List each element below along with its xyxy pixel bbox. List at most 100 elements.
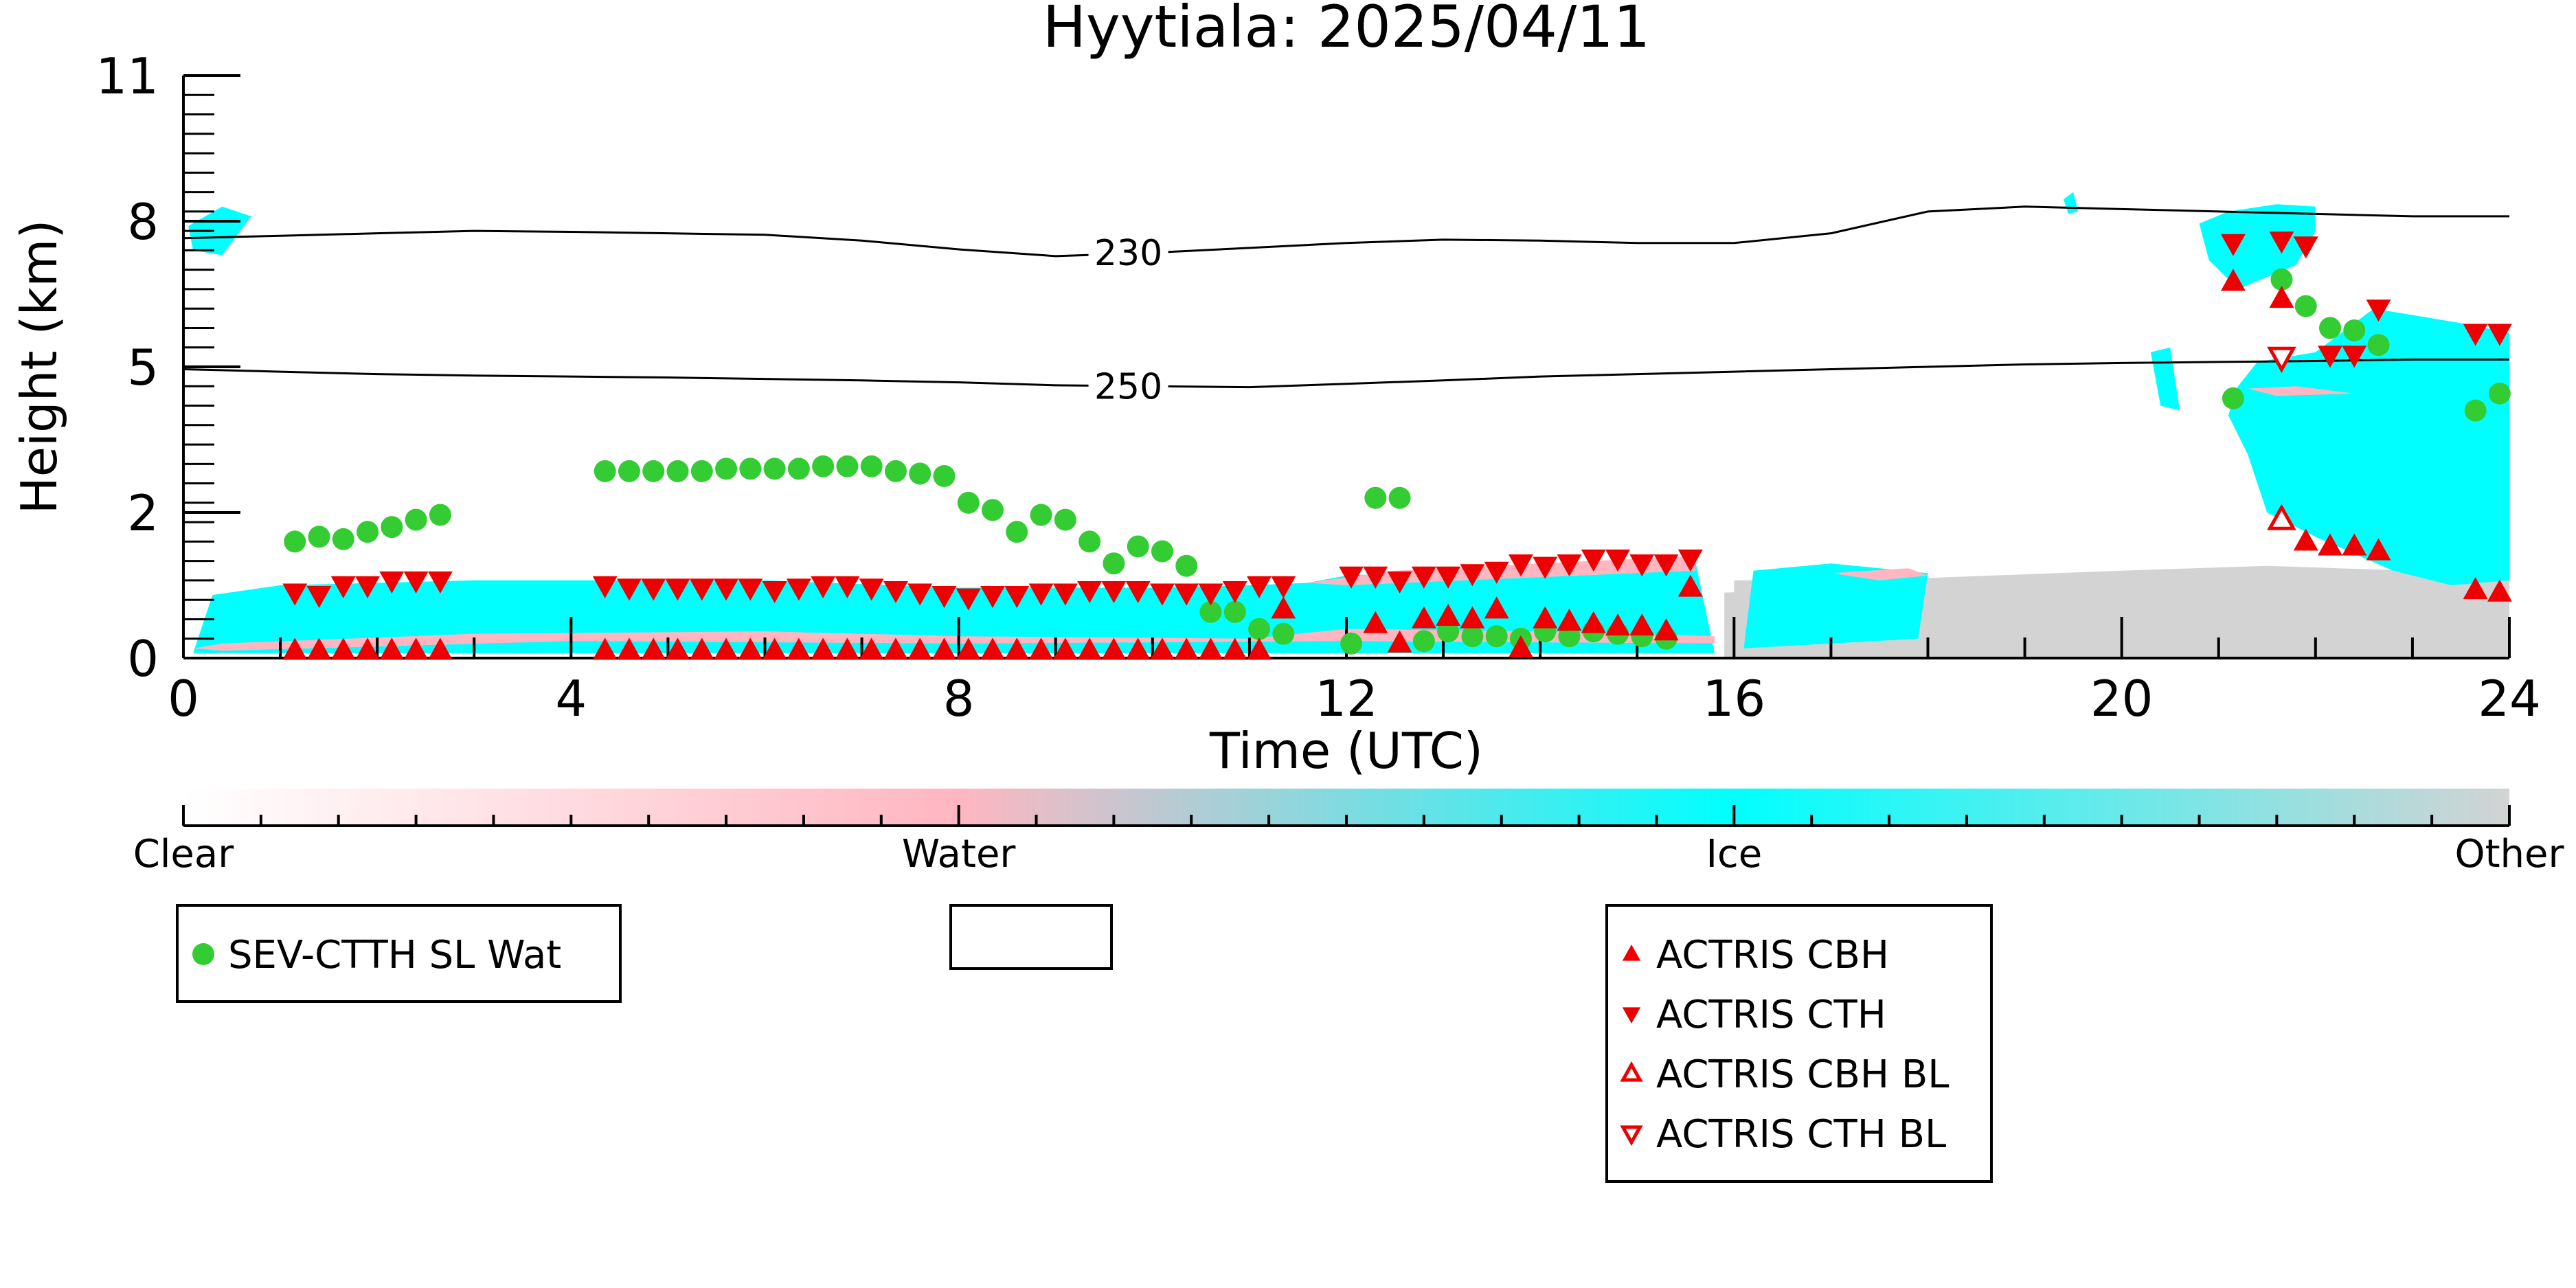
point-sev-ctth-sl-wat: [1199, 600, 1222, 623]
point-sev-ctth-sl-wat: [1175, 554, 1198, 577]
point-actris-cth: [1460, 564, 1485, 587]
point-actris-cth: [1605, 550, 1630, 572]
point-actris-cbh: [665, 637, 690, 660]
point-actris-cth: [1004, 586, 1030, 609]
point-sev-ctth-sl-wat: [618, 460, 640, 482]
point-actris-cth: [1174, 583, 1199, 606]
colorbar-label-water: Water: [902, 832, 1017, 877]
point-sev-ctth-sl-wat: [332, 528, 354, 550]
point-actris-cth: [1077, 580, 1103, 604]
colorbar-labels: Clear Water Ice Other: [133, 832, 2565, 877]
contour-line-230: [183, 205, 2509, 258]
point-actris-cth: [2487, 324, 2512, 346]
point-actris-cbh: [306, 637, 332, 660]
point-actris-cth: [1557, 554, 1582, 577]
point-actris-cbh: [1411, 606, 1436, 629]
point-sev-ctth-sl-wat: [1364, 486, 1387, 509]
point-actris-cbh: [1101, 637, 1127, 660]
region-water-low: [193, 629, 1715, 651]
legend-3-frame: [1605, 904, 1993, 1183]
point-actris-cbh: [379, 637, 405, 660]
point-actris-cbh: [617, 637, 642, 660]
point-actris-cbh: [403, 637, 429, 660]
point-actris-cth: [714, 578, 739, 601]
point-sev-ctth-sl-wat: [933, 465, 956, 487]
point-actris-cbh: [1387, 630, 1412, 653]
point-actris-cbh: [1174, 637, 1199, 660]
contour-line-250: [183, 358, 2509, 389]
chart-title: Hyytiala: 2025/04/11: [1043, 0, 1650, 60]
point-actris-cth: [980, 586, 1005, 609]
point-actris-cbh: [1052, 637, 1078, 660]
point-actris-cth: [2342, 346, 2367, 368]
point-sev-ctth-sl-wat: [763, 457, 786, 480]
point-actris-cbh: [1198, 637, 1223, 660]
point-sev-ctth-sl-wat: [2222, 387, 2244, 409]
x-tick-label: 0: [168, 670, 199, 727]
point-actris-cbh: [1677, 574, 1703, 597]
point-actris-cbh: [1125, 637, 1151, 660]
point-sev-ctth-sl-wat: [308, 526, 330, 548]
point-actris-cth: [859, 578, 884, 601]
point-actris-cbh: [811, 637, 836, 660]
y-tick-label: 0: [127, 630, 159, 688]
y-ticks: 0 2 5 8 11: [95, 47, 240, 688]
legend-box-3: ACTRIS CBH ACTRIS CTH ACTRIS CBH BL ACTRIS …: [1605, 904, 1993, 1183]
point-actris-cth: [1247, 576, 1272, 599]
point-actris-cbh: [641, 637, 666, 660]
point-actris-cbh: [1028, 637, 1054, 660]
x-tick-label: 20: [2090, 670, 2154, 727]
point-actris-cth: [617, 578, 642, 601]
legend-label-actris-cbh: ACTRIS CBH: [1656, 933, 1889, 978]
point-actris-cbh: [1653, 618, 1679, 641]
point-actris-cbh: [931, 637, 957, 660]
point-sev-ctth-sl-wat: [666, 460, 689, 482]
point-actris-cbh: [1605, 613, 1630, 636]
point-sev-ctth-sl-wat: [787, 457, 810, 480]
point-actris-cbh: [1004, 637, 1030, 660]
point-sev-ctth-sl-wat: [1437, 620, 1460, 643]
legend-2-frame: [949, 904, 1113, 970]
point-sev-ctth-sl-wat: [1127, 535, 1149, 558]
point-actris-cth: [1677, 550, 1703, 572]
point-actris-cth-bl: [2267, 346, 2296, 373]
point-sev-ctth-sl-wat: [1054, 508, 1076, 531]
colorbar-label-clear: Clear: [133, 832, 234, 877]
point-actris-cbh: [2269, 286, 2294, 308]
point-actris-cth: [2269, 231, 2294, 254]
point-sev-ctth-sl-wat: [860, 455, 883, 477]
point-actris-cbh: [2318, 533, 2342, 556]
y-tick-label: 11: [95, 47, 159, 105]
point-sev-ctth-sl-wat: [1248, 618, 1271, 640]
point-actris-cbh: [1149, 637, 1175, 660]
point-actris-cth: [1411, 566, 1436, 589]
point-sev-ctth-sl-wat: [1485, 625, 1508, 648]
legend-label-actris-cbh-bl: ACTRIS CBH BL: [1656, 1052, 1949, 1097]
point-actris-cth: [738, 578, 763, 601]
point-actris-cth: [2220, 234, 2246, 256]
point-actris-cbh: [1557, 608, 1582, 631]
point-actris-cth: [330, 576, 356, 599]
point-actris-cth: [2366, 300, 2391, 322]
point-sev-ctth-sl-wat: [2294, 295, 2317, 317]
legend-box-2: [949, 904, 1113, 970]
point-actris-cbh: [355, 637, 381, 660]
point-actris-cbh: [2293, 528, 2318, 551]
point-sev-ctth-sl-wat: [690, 460, 713, 482]
point-actris-cbh: [1460, 606, 1485, 629]
point-sev-ctth-sl-wat: [1272, 622, 1295, 645]
point-actris-cbh-bl: [2267, 504, 2296, 530]
point-actris-cbh: [1077, 637, 1103, 660]
point-actris-cbh: [1363, 611, 1388, 633]
point-actris-cth: [762, 580, 787, 604]
point-actris-cth: [1436, 566, 1461, 589]
region-ice-speck: [2064, 192, 2079, 214]
x-axis-label: Time (UTC): [1209, 722, 1483, 780]
legend-marker-actris-cth-bl: [1620, 1125, 1643, 1146]
point-actris-cth: [1149, 583, 1175, 606]
point-sev-ctth-sl-wat: [1030, 504, 1052, 526]
point-actris-cth: [282, 583, 308, 606]
point-actris-cth: [2318, 346, 2342, 368]
point-actris-cth: [689, 578, 714, 601]
point-actris-cbh: [1508, 635, 1533, 657]
